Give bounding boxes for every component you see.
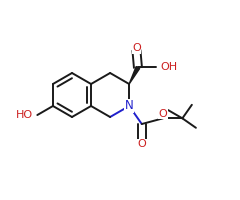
Text: O: O bbox=[159, 109, 168, 119]
Polygon shape bbox=[129, 67, 140, 84]
Text: OH: OH bbox=[160, 62, 177, 72]
Text: HO: HO bbox=[16, 110, 33, 120]
Text: N: N bbox=[125, 99, 133, 112]
Text: O: O bbox=[132, 43, 141, 53]
Text: O: O bbox=[138, 139, 146, 149]
